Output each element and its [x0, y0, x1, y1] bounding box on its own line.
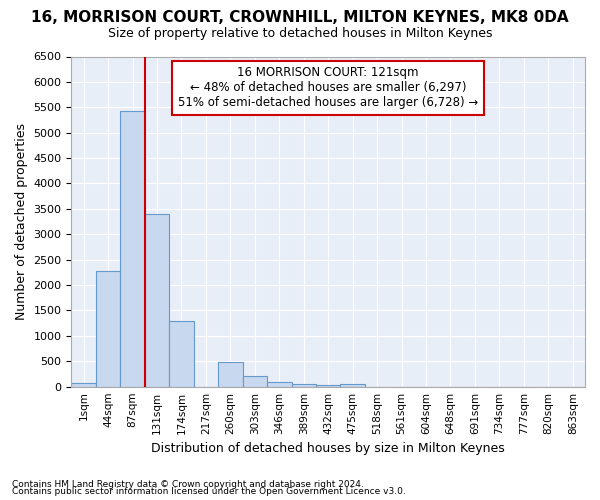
X-axis label: Distribution of detached houses by size in Milton Keynes: Distribution of detached houses by size … — [151, 442, 505, 455]
Bar — [169, 320, 194, 386]
Text: Contains HM Land Registry data © Crown copyright and database right 2024.: Contains HM Land Registry data © Crown c… — [12, 480, 364, 489]
Text: Size of property relative to detached houses in Milton Keynes: Size of property relative to detached ho… — [108, 28, 492, 40]
Bar — [316, 385, 340, 386]
Bar — [121, 112, 145, 386]
Bar — [292, 384, 316, 386]
Text: 16 MORRISON COURT: 121sqm
← 48% of detached houses are smaller (6,297)
51% of se: 16 MORRISON COURT: 121sqm ← 48% of detac… — [178, 66, 478, 110]
Text: 16, MORRISON COURT, CROWNHILL, MILTON KEYNES, MK8 0DA: 16, MORRISON COURT, CROWNHILL, MILTON KE… — [31, 10, 569, 25]
Text: Contains public sector information licensed under the Open Government Licence v3: Contains public sector information licen… — [12, 488, 406, 496]
Bar — [267, 382, 292, 386]
Bar — [340, 384, 365, 386]
Bar — [242, 376, 267, 386]
Bar — [218, 362, 242, 386]
Bar — [71, 383, 96, 386]
Bar — [145, 214, 169, 386]
Y-axis label: Number of detached properties: Number of detached properties — [15, 123, 28, 320]
Bar — [96, 271, 121, 386]
